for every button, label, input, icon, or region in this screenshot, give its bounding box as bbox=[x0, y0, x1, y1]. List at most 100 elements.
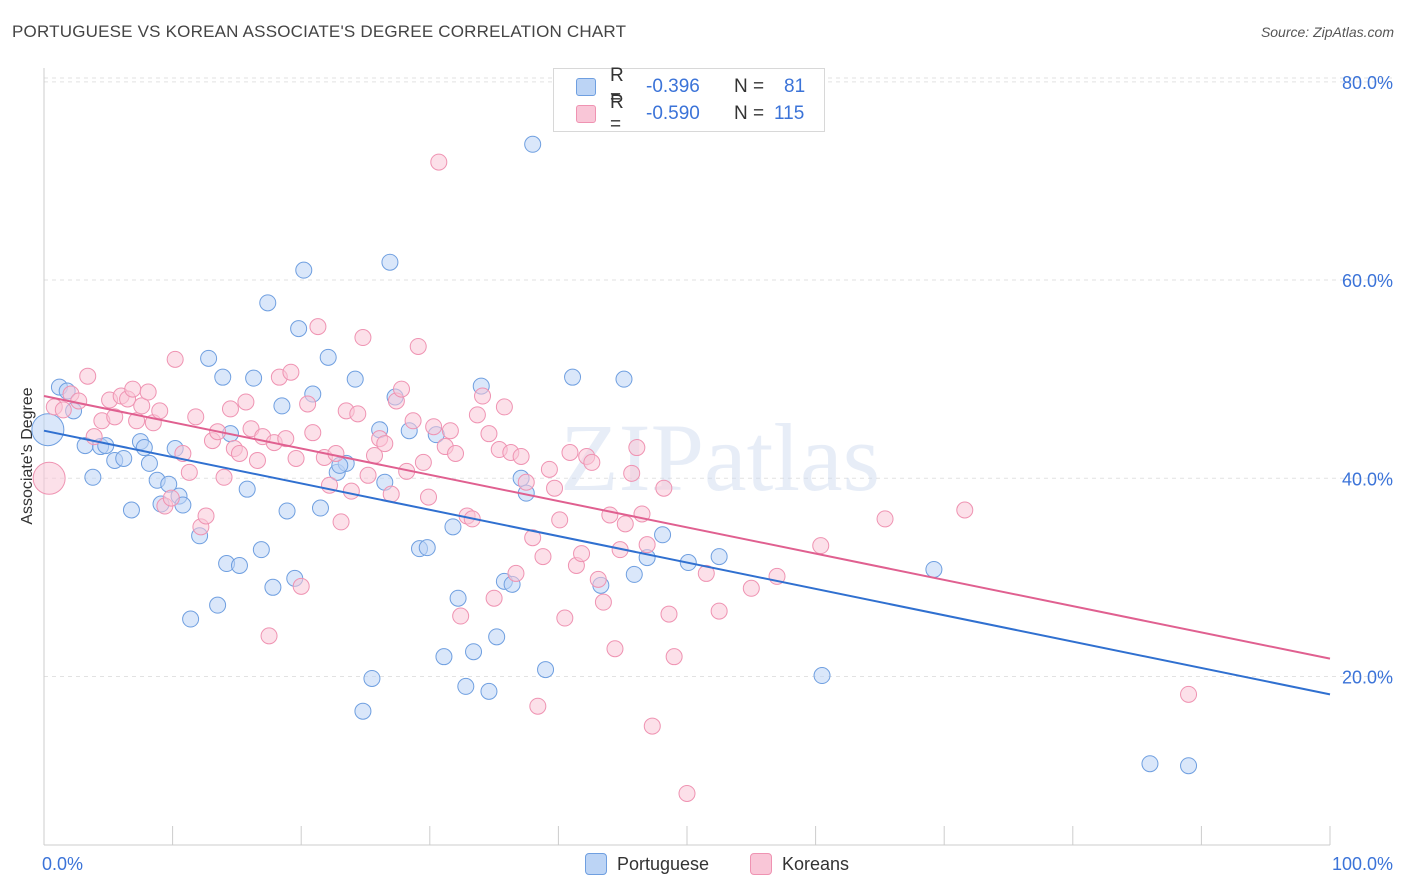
legend-swatch-koreans bbox=[576, 105, 596, 123]
point-koreans bbox=[601, 506, 619, 524]
point-koreans bbox=[332, 513, 350, 531]
point-koreans bbox=[643, 717, 661, 735]
point-portuguese bbox=[290, 320, 308, 338]
point-koreans bbox=[404, 412, 422, 430]
point-koreans bbox=[187, 408, 205, 426]
legend-n-value: 81 bbox=[784, 76, 806, 97]
point-koreans bbox=[540, 460, 558, 478]
point-koreans bbox=[546, 479, 564, 497]
series-koreans-points bbox=[32, 153, 1198, 802]
point-koreans bbox=[282, 363, 300, 381]
point-portuguese bbox=[122, 501, 140, 519]
point-koreans bbox=[414, 453, 432, 471]
point-koreans bbox=[287, 449, 305, 467]
point-portuguese bbox=[259, 294, 277, 312]
legend-r-label: R = bbox=[610, 65, 624, 108]
legend-swatch-portuguese bbox=[576, 78, 596, 96]
point-koreans bbox=[583, 453, 601, 471]
point-koreans bbox=[106, 408, 124, 426]
point-portuguese bbox=[319, 348, 337, 366]
point-koreans bbox=[430, 153, 448, 171]
point-koreans bbox=[237, 393, 255, 411]
point-koreans bbox=[54, 401, 72, 419]
point-koreans bbox=[616, 515, 634, 533]
trend-line-portuguese bbox=[43, 429, 1331, 696]
point-koreans bbox=[594, 593, 612, 611]
point-koreans bbox=[638, 536, 656, 554]
point-koreans bbox=[551, 511, 569, 529]
legend-r-value: -0.590 bbox=[646, 103, 700, 124]
point-koreans bbox=[409, 337, 427, 355]
stats-legend: R = -0.396 N = 81 R = -0.590 N = 115 bbox=[553, 65, 825, 135]
point-portuguese bbox=[214, 368, 232, 386]
y-tick-label: 60.0% bbox=[1342, 271, 1393, 291]
point-koreans bbox=[742, 579, 760, 597]
point-portuguese bbox=[435, 648, 453, 666]
point-koreans bbox=[556, 609, 574, 627]
point-portuguese bbox=[252, 541, 270, 559]
tick-labels: 20.0% 40.0% 60.0% 80.0% 0.0% 100.0% bbox=[42, 73, 1393, 874]
legend-n-label: N = bbox=[734, 103, 765, 124]
point-koreans bbox=[956, 501, 974, 519]
point-koreans bbox=[678, 784, 696, 802]
point-portuguese bbox=[625, 565, 643, 583]
point-koreans bbox=[309, 318, 327, 336]
point-koreans bbox=[623, 464, 641, 482]
point-koreans bbox=[128, 412, 146, 430]
point-portuguese bbox=[524, 135, 542, 153]
point-koreans bbox=[260, 627, 278, 645]
point-portuguese bbox=[200, 349, 218, 367]
point-koreans bbox=[166, 350, 184, 368]
point-koreans bbox=[534, 548, 552, 566]
point-portuguese bbox=[654, 526, 672, 544]
point-koreans bbox=[697, 564, 715, 582]
x-tick-label: 100.0% bbox=[1332, 854, 1393, 874]
point-koreans bbox=[376, 435, 394, 453]
point-portuguese bbox=[480, 682, 498, 700]
point-portuguese bbox=[488, 628, 506, 646]
bottom-legend-koreans: Koreans bbox=[750, 850, 849, 878]
point-koreans bbox=[359, 466, 377, 484]
point-portuguese bbox=[710, 548, 728, 566]
bottom-legend-label-koreans: Koreans bbox=[782, 853, 850, 874]
bottom-legend-portuguese: Portuguese bbox=[585, 850, 709, 878]
point-koreans bbox=[1180, 685, 1198, 703]
y-tick-label: 20.0% bbox=[1342, 668, 1393, 688]
point-koreans bbox=[480, 425, 498, 443]
point-koreans bbox=[349, 405, 367, 423]
point-koreans bbox=[655, 479, 673, 497]
series-portuguese-points bbox=[31, 135, 1198, 775]
trend-line-koreans bbox=[43, 395, 1331, 660]
point-portuguese bbox=[457, 677, 475, 695]
point-portuguese bbox=[537, 661, 555, 679]
legend-row-koreans: R = -0.590 N = 115 bbox=[576, 92, 804, 135]
point-koreans bbox=[589, 570, 607, 588]
y-tick-label: 80.0% bbox=[1342, 73, 1393, 93]
point-koreans bbox=[561, 444, 579, 462]
point-koreans bbox=[292, 577, 310, 595]
point-portuguese bbox=[444, 518, 462, 536]
point-koreans bbox=[876, 510, 894, 528]
y-tick-label: 40.0% bbox=[1342, 469, 1393, 489]
point-portuguese bbox=[354, 702, 372, 720]
point-koreans bbox=[180, 463, 198, 481]
point-portuguese bbox=[264, 578, 282, 596]
bottom-legend-label-portuguese: Portuguese bbox=[617, 853, 710, 874]
point-koreans bbox=[606, 640, 624, 658]
point-koreans bbox=[32, 461, 66, 495]
bottom-legend-swatch-portuguese bbox=[585, 853, 607, 875]
point-koreans bbox=[215, 468, 233, 486]
point-koreans bbox=[441, 422, 459, 440]
point-portuguese bbox=[140, 454, 158, 472]
point-koreans bbox=[524, 529, 542, 547]
point-portuguese bbox=[273, 397, 291, 415]
legend-r-value: -0.396 bbox=[646, 76, 700, 97]
point-koreans bbox=[425, 418, 443, 436]
point-koreans bbox=[420, 488, 438, 506]
point-koreans bbox=[495, 398, 513, 416]
point-koreans bbox=[230, 445, 248, 462]
point-koreans bbox=[277, 430, 295, 448]
axes bbox=[43, 68, 1331, 846]
point-koreans bbox=[139, 383, 157, 401]
